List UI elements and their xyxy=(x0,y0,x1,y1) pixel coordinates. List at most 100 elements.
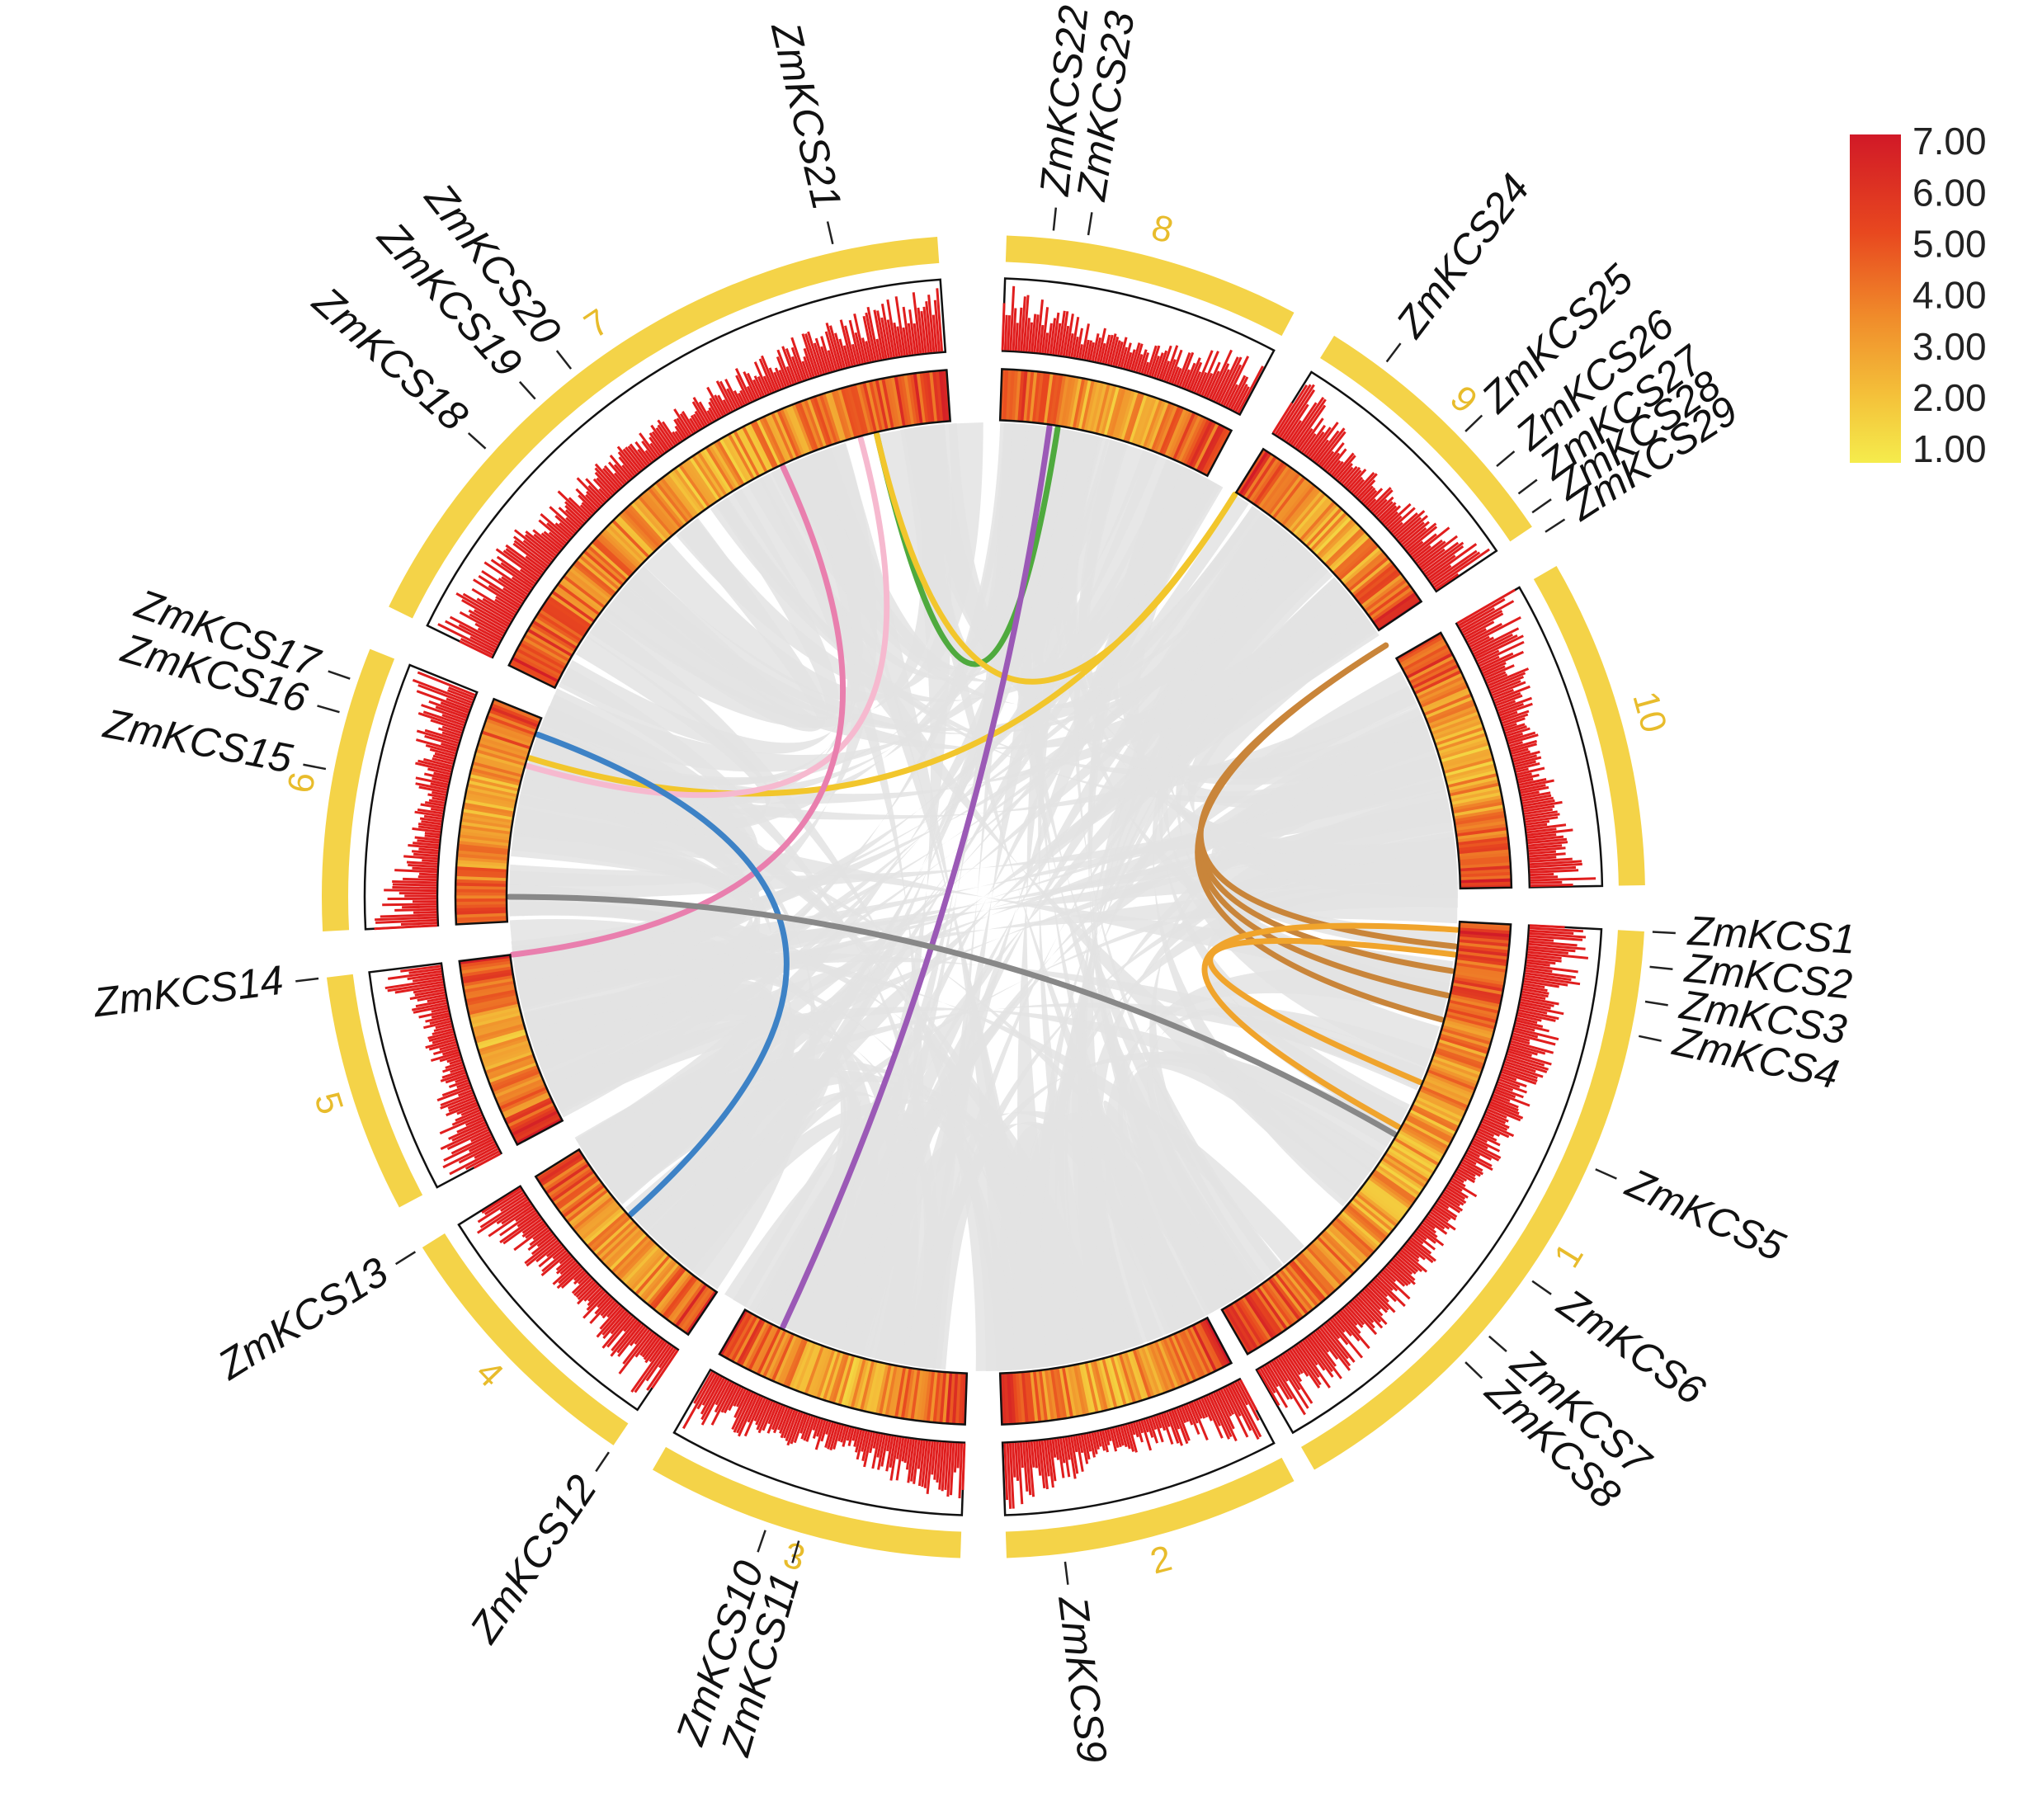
heat-cell xyxy=(1336,1214,1377,1252)
heat-cell xyxy=(1243,1294,1275,1340)
heat-cell xyxy=(467,997,518,1012)
heat-cell xyxy=(1092,382,1108,434)
heat-cell xyxy=(788,404,811,454)
legend-tick-label: 3.00 xyxy=(1912,325,1987,368)
gene-tick xyxy=(1649,965,1673,971)
heat-cell xyxy=(932,1371,941,1423)
heat-cell xyxy=(455,898,507,903)
heat-cell xyxy=(1330,535,1370,573)
heat-cell xyxy=(1455,962,1507,974)
heat-cell xyxy=(519,642,566,670)
heat-cell xyxy=(1186,418,1211,467)
heat-cell xyxy=(843,386,861,437)
heat-cell xyxy=(460,957,512,968)
heat-cell xyxy=(776,409,800,459)
legend-tick-label: 6.00 xyxy=(1912,171,1987,214)
heat-cell xyxy=(1342,549,1384,586)
heat-cell xyxy=(1328,532,1369,570)
heat-cell xyxy=(900,1367,913,1419)
density-histogram-4 xyxy=(457,1185,680,1412)
heat-cell xyxy=(1054,375,1067,427)
heat-cell xyxy=(1110,1356,1127,1407)
heat-cell xyxy=(1328,1224,1369,1261)
heat-cell xyxy=(469,1006,521,1022)
heat-cell xyxy=(675,465,709,510)
heat-cell xyxy=(1309,1242,1348,1282)
heat-cell xyxy=(558,1179,601,1213)
heat-cell xyxy=(457,850,509,858)
heat-cell xyxy=(1460,871,1512,878)
heat-cell xyxy=(577,557,619,593)
heat-cell xyxy=(1413,667,1461,693)
heat-cell xyxy=(617,1240,656,1280)
heat-cell xyxy=(1169,410,1194,460)
heat-cell xyxy=(1457,842,1510,852)
heat-cell xyxy=(765,414,790,463)
heat-cell xyxy=(1437,1039,1488,1059)
heat-cell xyxy=(1064,1365,1077,1417)
gene-label: ZmKCS13 xyxy=(210,1248,396,1389)
heat-cell xyxy=(738,1319,766,1367)
heat-cell xyxy=(894,1366,907,1418)
heat-cell xyxy=(1276,1271,1312,1313)
heat-cell xyxy=(513,653,561,681)
heat-cell xyxy=(1431,1058,1481,1079)
histogram-bars xyxy=(1272,384,1490,591)
heat-cell xyxy=(1097,384,1115,435)
heat-cell xyxy=(1301,502,1338,544)
heat-cell xyxy=(526,628,573,658)
heat-cell xyxy=(455,875,507,881)
heat-cell xyxy=(875,379,889,431)
heat-cell xyxy=(1303,1247,1341,1289)
density-histogram-2 xyxy=(1001,1377,1276,1516)
legend-tick-label: 2.00 xyxy=(1912,376,1987,419)
gene-tick xyxy=(1385,342,1402,363)
heat-cell xyxy=(637,495,674,537)
heat-cell xyxy=(540,606,586,638)
heat-cell xyxy=(670,469,704,513)
gene-tick xyxy=(467,432,487,450)
heat-cell xyxy=(791,403,814,453)
heat-cell xyxy=(667,1278,700,1322)
heat-cell xyxy=(1453,804,1504,818)
histogram-bars xyxy=(1257,924,1589,1416)
heat-cell xyxy=(1451,982,1503,996)
heat-cell xyxy=(1441,747,1492,766)
heat-cell xyxy=(481,729,531,750)
heat-cell xyxy=(465,992,517,1006)
heat-cell xyxy=(580,1205,622,1241)
heat-cell xyxy=(1370,1172,1415,1205)
heat-cell xyxy=(472,1017,523,1035)
heat-cell xyxy=(630,502,667,543)
synteny-link xyxy=(780,424,1053,1330)
heat-cell xyxy=(460,818,512,829)
heat-cell xyxy=(1233,1300,1264,1346)
heat-cell xyxy=(1318,521,1357,560)
heatmap-frame xyxy=(718,1308,969,1426)
chromosome-arc xyxy=(326,974,423,1208)
heat-cell xyxy=(868,1362,884,1413)
chromosome-arc xyxy=(322,648,395,931)
gene-tick xyxy=(1517,479,1538,495)
heat-cell xyxy=(1312,1240,1351,1280)
heat-cell xyxy=(460,960,512,971)
heat-cell xyxy=(1442,1022,1493,1040)
density-heatmap-8 xyxy=(998,368,1233,478)
heat-cell xyxy=(1026,1371,1035,1423)
heat-cell xyxy=(658,479,692,522)
heat-cell xyxy=(1413,669,1462,695)
heat-cell xyxy=(1376,597,1421,629)
heat-cell xyxy=(1398,635,1445,664)
heat-cell xyxy=(678,464,711,508)
heat-cell xyxy=(1447,1002,1499,1018)
heat-cell xyxy=(1308,1243,1346,1285)
heatmap-frame xyxy=(998,368,1233,478)
heat-cell xyxy=(1448,779,1499,794)
heatmap-frame xyxy=(458,954,564,1147)
heat-cell xyxy=(672,467,706,512)
heat-cell xyxy=(1158,405,1181,455)
chromosome-arc xyxy=(653,1446,962,1558)
gene-tick xyxy=(1087,212,1093,236)
heat-cell xyxy=(710,442,740,489)
heat-cell xyxy=(1417,1091,1466,1115)
